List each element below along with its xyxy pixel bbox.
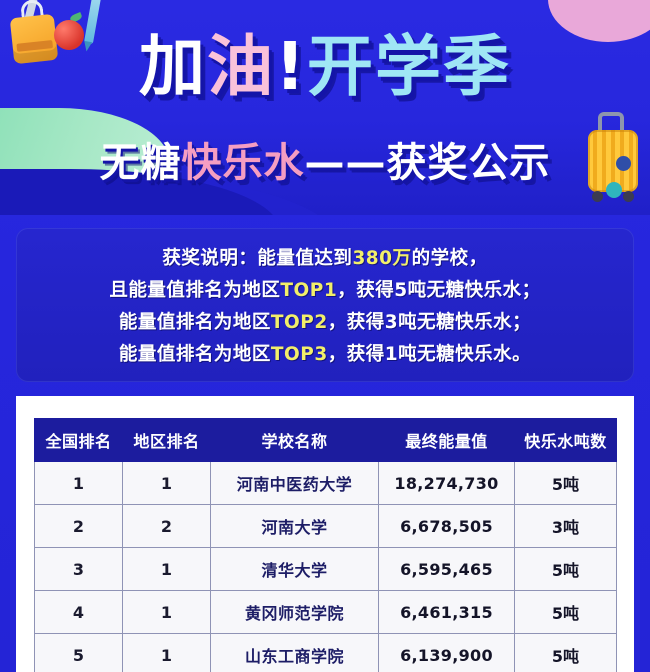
ranking-table: 全国排名 地区排名 学校名称 最终能量值 快乐水吨数 1 1 河南中医药大学 18,274,7… [34,418,617,672]
table-row: 5 1 山东工商学院 6,139,900 5吨 [34,633,617,672]
table-body: 1 1 河南中医药大学 18,274,730 5吨 2 2 河南大学 6,678,505 3吨 3 1… [34,461,617,672]
cell-national-rank: 4 [34,590,123,634]
notice-line-1: 且能量值排名为地区TOP1，获得5吨无糖快乐水； [109,276,540,302]
notice-line-0: 获奖说明：能量值达到380万的学校， [162,244,487,270]
subtitle-segment-1: 快乐水 [181,140,305,186]
suitcase-handle-icon [598,112,624,134]
notice-line-2-seg-0: 能量值排名为地区 [118,312,271,333]
cell-water-tons: 5吨 [514,633,617,672]
suitcase-icon [584,112,642,204]
cell-school-name: 清华大学 [210,547,379,591]
table-header-cell-0: 全国排名 [34,418,123,462]
table-header-cell-3: 最终能量值 [378,418,515,462]
notice-line-0-seg-2: 的学校， [411,248,488,269]
main-title-segment-2: ! [274,28,308,105]
subtitle-segment-0: 无糖 [99,140,182,186]
suitcase-body-icon [588,130,638,198]
table-row: 1 1 河南中医药大学 18,274,730 5吨 [34,461,617,505]
notice-line-2-seg-1: TOP2 [270,312,328,333]
cell-national-rank: 5 [34,633,123,672]
notice-line-2: 能量值排名为地区TOP2，获得3吨无糖快乐水； [119,308,531,334]
suitcase-wheel-left-icon [592,191,603,202]
cell-energy-value: 6,139,900 [378,633,515,672]
school-supplies-cluster [4,0,124,106]
cell-region-rank: 1 [122,547,211,591]
cell-school-name: 山东工商学院 [210,633,379,672]
subtitle: 无糖快乐水——获奖公示 [0,143,650,183]
main-title: 加油!开学季 [0,34,650,100]
suitcase-sticker-blue-icon [616,156,631,171]
table-row: 2 2 河南大学 6,678,505 3吨 [34,504,617,548]
cell-school-name: 河南大学 [210,504,379,548]
notice-line-2-seg-2: ，获得3吨无糖快乐水； [327,312,532,333]
notice-line-1-seg-0: 且能量值排名为地区 [109,280,281,301]
cell-national-rank: 3 [34,547,123,591]
main-title-segment-3: 开学季 [307,28,512,105]
notice-line-0-seg-0: 获奖说明：能量值达到 [162,248,353,269]
cell-national-rank: 1 [34,461,123,505]
subtitle-segment-2: ——获奖公示 [304,140,551,186]
notice-line-3-seg-0: 能量值排名为地区 [118,344,271,365]
cell-region-rank: 1 [122,633,211,672]
cell-water-tons: 5吨 [514,547,617,591]
cell-school-name: 黄冈师范学院 [210,590,379,634]
table-header: 全国排名 地区排名 学校名称 最终能量值 快乐水吨数 [34,418,617,462]
cell-energy-value: 18,274,730 [378,461,515,505]
ranking-panel: 全国排名 地区排名 学校名称 最终能量值 快乐水吨数 1 1 河南中医药大学 18,274,7… [16,396,634,672]
cell-energy-value: 6,678,505 [378,504,515,548]
suitcase-sticker-teal-icon [606,182,622,198]
table-header-row: 全国排名 地区排名 学校名称 最终能量值 快乐水吨数 [34,418,617,462]
notice-line-1-seg-2: ，获得5吨无糖快乐水； [337,280,541,301]
main-title-segment-0: 加 [138,28,207,105]
cell-water-tons: 5吨 [514,590,617,634]
notice-line-3-seg-2: ，获得1吨无糖快乐水。 [327,344,532,365]
cell-region-rank: 2 [122,504,211,548]
table-header-cell-4: 快乐水吨数 [514,418,617,462]
cell-national-rank: 2 [34,504,123,548]
cell-region-rank: 1 [122,590,211,634]
table-header-cell-1: 地区排名 [122,418,211,462]
cell-water-tons: 3吨 [514,504,617,548]
notice-line-3: 能量值排名为地区TOP3，获得1吨无糖快乐水。 [119,340,531,366]
notice-line-0-seg-1: 380万 [352,248,412,269]
notice-line-3-seg-1: TOP3 [270,344,328,365]
cell-region-rank: 1 [122,461,211,505]
table-row: 4 1 黄冈师范学院 6,461,315 5吨 [34,590,617,634]
header-banner: 加油!开学季 无糖快乐水——获奖公示 [0,0,650,215]
suitcase-wheel-right-icon [623,191,634,202]
award-notice-box: 获奖说明：能量值达到380万的学校， 且能量值排名为地区TOP1，获得5吨无糖快乐… [16,228,634,382]
notice-line-1-seg-1: TOP1 [280,280,338,301]
cell-energy-value: 6,595,465 [378,547,515,591]
cell-water-tons: 5吨 [514,461,617,505]
main-title-segment-1: 油 [206,28,275,105]
cell-school-name: 河南中医药大学 [210,461,379,505]
apple-icon [54,20,84,50]
table-header-cell-2: 学校名称 [210,418,379,462]
table-row: 3 1 清华大学 6,595,465 5吨 [34,547,617,591]
cell-energy-value: 6,461,315 [378,590,515,634]
